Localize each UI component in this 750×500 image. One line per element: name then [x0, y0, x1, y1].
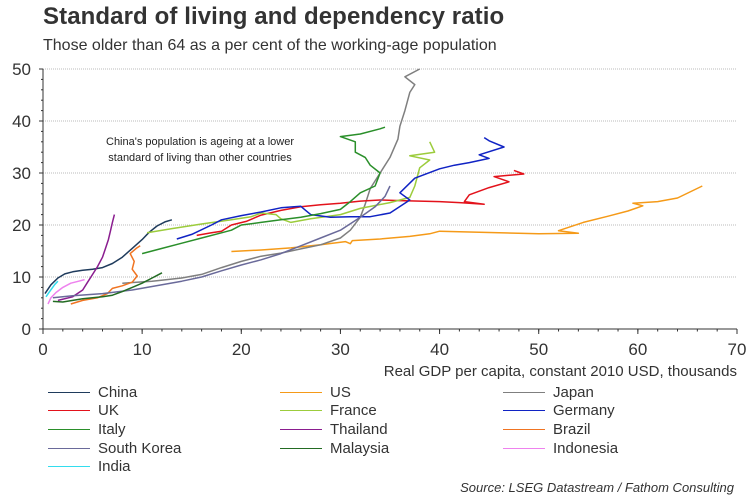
x-tick-label: 70	[728, 340, 747, 359]
legend-swatch	[503, 410, 545, 412]
series-line-thailand	[57, 214, 116, 302]
legend-label: UK	[98, 402, 119, 420]
legend-swatch	[280, 447, 322, 449]
legend-item-indonesia: Indonesia	[503, 439, 618, 457]
y-tick-label: 10	[12, 268, 31, 287]
legend-label: Thailand	[330, 420, 388, 438]
y-tick-label: 40	[12, 112, 31, 131]
legend-label: Malaysia	[330, 439, 390, 457]
chart-title: Standard of living and dependency ratio	[43, 3, 505, 30]
x-tick-label: 30	[331, 340, 350, 359]
legend-label: China	[98, 383, 138, 401]
x-tick-label: 10	[133, 340, 152, 359]
series-line-india	[45, 280, 59, 298]
legend-label: Indonesia	[553, 439, 619, 457]
series-line-japan	[122, 68, 421, 284]
legend-label: South Korea	[98, 439, 182, 457]
source-note: Source: LSEG Datastream / Fathom Consult…	[460, 480, 734, 495]
legend-label: Brazil	[553, 420, 591, 438]
series-line-china	[44, 219, 173, 295]
gridlines	[43, 68, 737, 278]
x-tick-label: 0	[38, 340, 47, 359]
legend-swatch	[48, 428, 90, 430]
chart-plot: 0 10 20 30 40 50 0 10 20 30 40 50 60 70 China's popul…	[12, 60, 746, 380]
annotation: China's population is ageing at a lower …	[106, 136, 294, 164]
legend-item-thailand: Thailand	[280, 420, 388, 438]
series-line-us	[231, 185, 703, 253]
legend-swatch	[48, 391, 90, 393]
legend-label: Italy	[98, 420, 126, 438]
series-lines	[44, 68, 703, 305]
y-tick-label: 20	[12, 216, 31, 235]
x-tick-label: 50	[529, 340, 548, 359]
legend-item-malaysia: Malaysia	[280, 439, 389, 457]
x-axis-title: Real GDP per capita, constant 2010 USD, …	[384, 363, 737, 380]
legend-item-south-korea: South Korea	[48, 439, 181, 457]
legend-label: Japan	[553, 383, 594, 401]
legend-swatch	[280, 391, 322, 393]
legend-swatch	[48, 466, 90, 468]
legend-item-germany: Germany	[503, 402, 615, 420]
legend-swatch	[503, 391, 545, 393]
legend-item-us: US	[280, 383, 351, 401]
series-line-italy	[141, 126, 386, 255]
legend-item-france: France	[280, 402, 377, 420]
legend-item-brazil: Brazil	[503, 420, 591, 438]
y-tick-label: 50	[12, 60, 31, 79]
y-tick-label: 0	[22, 320, 31, 339]
legend-label: India	[98, 458, 131, 476]
legend-swatch	[503, 428, 545, 430]
series-line-germany	[176, 136, 505, 240]
series-line-malaysia	[52, 272, 163, 303]
x-tick-label: 20	[232, 340, 251, 359]
legend-swatch	[503, 447, 545, 449]
x-tick-label: 60	[628, 340, 647, 359]
legend-item-italy: Italy	[48, 420, 126, 438]
series-line-uk	[196, 169, 525, 237]
legend-label: France	[330, 402, 377, 420]
annotation-line-2: standard of living than other countries	[108, 152, 292, 164]
y-tick-label: 30	[12, 164, 31, 183]
x-tick-label: 40	[430, 340, 449, 359]
legend-label: Germany	[553, 402, 615, 420]
legend-swatch	[280, 410, 322, 412]
series-line-south-korea	[52, 185, 391, 299]
legend-item-japan: Japan	[503, 383, 594, 401]
legend-item-uk: UK	[48, 402, 119, 420]
legend-item-india: India	[48, 458, 131, 476]
annotation-line-1: China's population is ageing at a lower	[106, 136, 294, 148]
chart-subtitle: Those older than 64 as a per cent of the…	[43, 37, 497, 54]
axes: 0 10 20 30 40 50 0 10 20 30 40 50 60 70	[12, 60, 746, 359]
legend-swatch	[48, 447, 90, 449]
legend-label: US	[330, 383, 351, 401]
legend-item-china: China	[48, 383, 137, 401]
series-line-indonesia	[47, 278, 85, 305]
legend-swatch	[48, 410, 90, 412]
legend-swatch	[280, 428, 322, 430]
